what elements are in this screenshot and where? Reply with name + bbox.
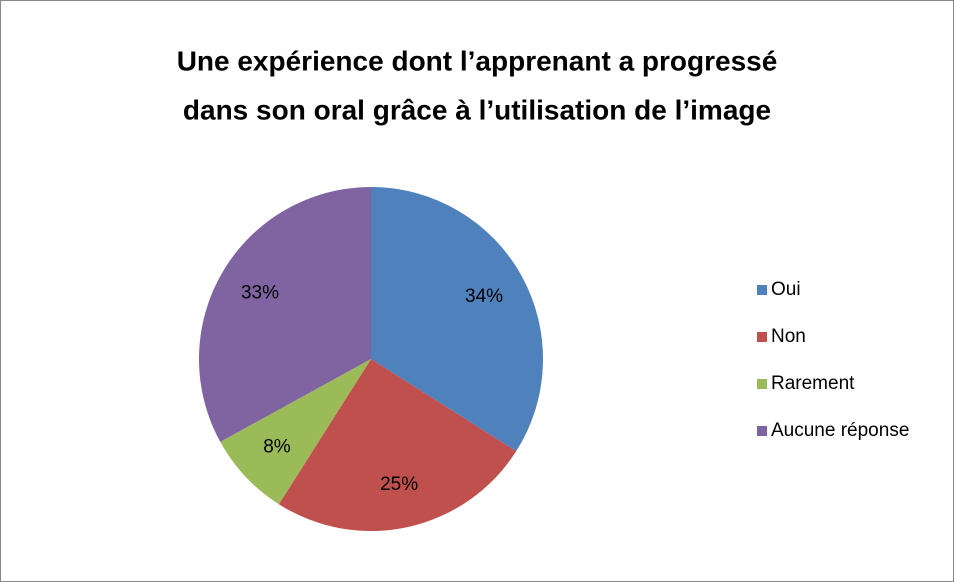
pie-slice [220,359,371,505]
data-label: 34% [465,286,503,307]
legend-label: Oui [771,279,801,300]
pie-slice [371,187,543,452]
pie-slice [198,186,371,442]
pie-slice [278,359,517,531]
data-label: 25% [380,474,418,495]
legend-label: Non [771,326,806,347]
legend-swatch [757,379,767,389]
data-label: 33% [241,282,279,303]
legend-label: Aucune réponse [771,420,909,441]
chart-title: dans son oral grâce à l’utilisation de l… [183,94,771,125]
legend-label: Rarement [771,373,855,394]
legend-swatch [757,332,767,342]
chart-title: Une expérience dont l’apprenant a progre… [177,45,778,76]
data-label: 8% [263,436,291,457]
legend-swatch [757,426,767,436]
legend-swatch [757,285,767,295]
